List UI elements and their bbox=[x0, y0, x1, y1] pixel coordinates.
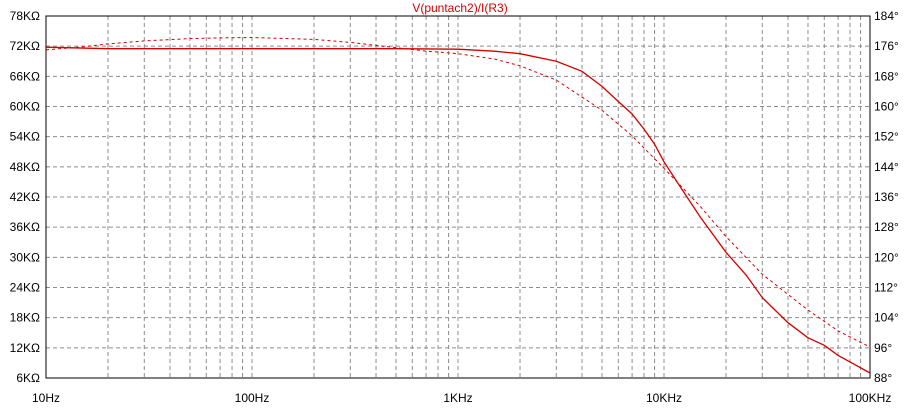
right-tick-label: 96° bbox=[874, 341, 892, 355]
right-tick-label: 128° bbox=[874, 220, 899, 234]
right-tick-label: 184° bbox=[874, 9, 899, 23]
right-tick-label: 120° bbox=[874, 250, 899, 264]
left-axis-ticks: 6KΩ 12KΩ 18KΩ 24KΩ 30KΩ 36KΩ 42KΩ 48KΩ 54KΩ 60KΩ 6… bbox=[10, 9, 40, 385]
magnitude-series-line bbox=[45, 46, 871, 374]
left-tick-label: 42KΩ bbox=[10, 190, 40, 204]
left-tick-label: 78KΩ bbox=[10, 9, 40, 23]
right-tick-label: 104° bbox=[874, 311, 899, 325]
left-tick-label: 54KΩ bbox=[10, 130, 40, 144]
left-tick-label: 24KΩ bbox=[10, 281, 40, 295]
right-tick-label: 160° bbox=[874, 100, 899, 114]
right-tick-label: 144° bbox=[874, 160, 899, 174]
left-tick-label: 66KΩ bbox=[10, 69, 40, 83]
left-tick-label: 48KΩ bbox=[10, 160, 40, 174]
right-tick-label: 176° bbox=[874, 39, 899, 53]
x-axis-ticks: 10Hz 100Hz 1KHz 10KHz 100KHz bbox=[32, 391, 891, 405]
right-tick-label: 136° bbox=[874, 190, 899, 204]
grid bbox=[46, 16, 870, 378]
left-tick-label: 60KΩ bbox=[10, 100, 40, 114]
right-axis-ticks: 88° 96° 104° 112° 120° 128° 136° 144° 152° 160° 16… bbox=[874, 9, 899, 385]
left-tick-label: 30KΩ bbox=[10, 250, 40, 264]
x-tick-label: 100Hz bbox=[235, 391, 270, 405]
x-tick-label: 10Hz bbox=[32, 391, 60, 405]
left-tick-label: 6KΩ bbox=[16, 371, 40, 385]
chart-title: V(puntach2)/I(R3) bbox=[412, 1, 507, 15]
plot-frame bbox=[45, 15, 871, 379]
x-tick-label: 10KHz bbox=[646, 391, 682, 405]
right-tick-label: 168° bbox=[874, 69, 899, 83]
phase-series-line bbox=[45, 36, 871, 348]
right-tick-label: 88° bbox=[874, 371, 892, 385]
series-group bbox=[45, 36, 871, 374]
x-tick-label: 1KHz bbox=[443, 391, 472, 405]
x-tick-label: 100KHz bbox=[849, 391, 892, 405]
left-tick-label: 72KΩ bbox=[10, 39, 40, 53]
left-tick-label: 36KΩ bbox=[10, 220, 40, 234]
left-tick-label: 18KΩ bbox=[10, 311, 40, 325]
left-tick-label: 12KΩ bbox=[10, 341, 40, 355]
right-tick-label: 152° bbox=[874, 130, 899, 144]
right-tick-label: 112° bbox=[874, 281, 898, 295]
